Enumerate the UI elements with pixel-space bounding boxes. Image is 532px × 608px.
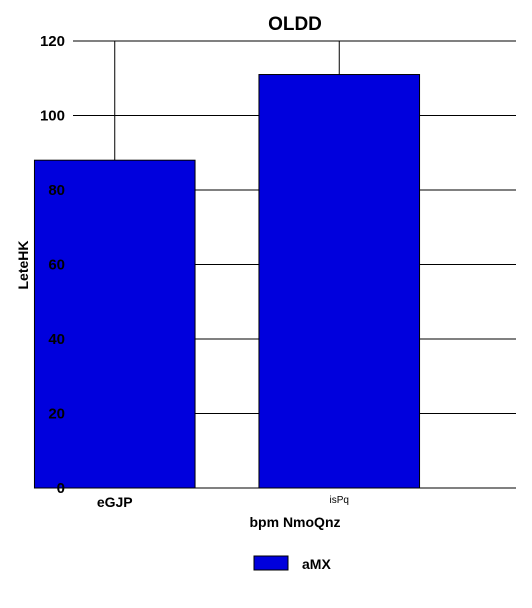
labels: OLDD bpm NmoQnz LeteHK eGJP isPq 0 20 40 60 80…	[15, 14, 349, 530]
y-tick-label: 40	[48, 331, 65, 348]
y-tick-label: 100	[40, 108, 65, 125]
chart-title: OLDD	[268, 14, 322, 35]
x-tick-label: isPq	[330, 495, 349, 506]
legend-swatch	[253, 555, 289, 571]
legend-label: aMX	[302, 556, 331, 572]
y-tick-label: 0	[57, 480, 65, 497]
y-tick-label: 60	[48, 257, 65, 274]
y-tick-label: 20	[48, 406, 65, 423]
bar	[33, 159, 196, 489]
x-axis-label: bpm NmoQnz	[250, 514, 341, 530]
y-tick-label: 120	[40, 33, 65, 50]
x-tick-label: eGJP	[97, 494, 133, 510]
y-tick-label: 80	[48, 182, 65, 199]
legend: aMX	[253, 555, 331, 572]
bar	[258, 74, 421, 489]
y-axis-label: LeteHK	[15, 240, 31, 289]
bars	[33, 41, 421, 489]
